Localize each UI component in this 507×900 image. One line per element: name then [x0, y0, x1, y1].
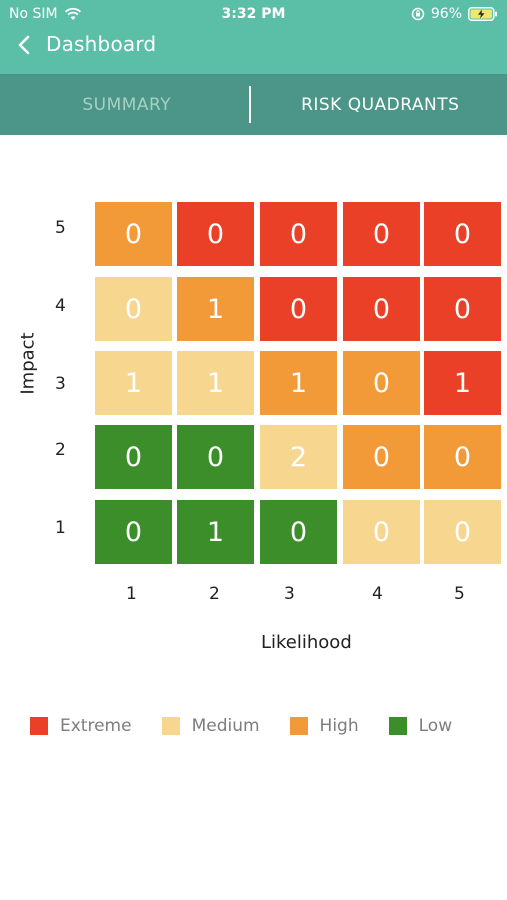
legend-swatch: [388, 717, 407, 735]
carrier-label: No SIM: [9, 6, 58, 22]
matrix-cell[interactable]: 1: [260, 351, 337, 415]
x-tick-label: 2: [209, 584, 220, 604]
status-time: 3:32 PM: [221, 6, 286, 22]
x-tick-label: 5: [454, 584, 465, 604]
x-axis-title: Likelihood: [261, 632, 352, 653]
legend-swatch: [161, 717, 180, 735]
matrix-cell[interactable]: 0: [343, 202, 420, 266]
x-tick-label: 1: [126, 584, 137, 604]
legend-label: High: [319, 716, 359, 736]
legend: Extreme Medium High Low: [30, 716, 490, 736]
tab-divider: [249, 86, 251, 123]
legend-label: Extreme: [60, 716, 132, 736]
matrix-cell[interactable]: 1: [177, 351, 254, 415]
legend-item-high: High: [289, 716, 359, 736]
matrix-cell[interactable]: 2: [260, 425, 337, 489]
matrix-cell[interactable]: 0: [177, 202, 254, 266]
legend-label: Medium: [191, 716, 260, 736]
status-bar: No SIM 3:32 PM 96%: [0, 0, 507, 28]
tab-bar: SUMMARY RISK QUADRANTS: [0, 74, 507, 135]
matrix-cell[interactable]: 0: [424, 500, 501, 564]
x-tick-label: 3: [284, 584, 295, 604]
matrix-cell[interactable]: 1: [95, 351, 172, 415]
matrix-cell[interactable]: 0: [343, 277, 420, 341]
matrix-cell[interactable]: 0: [424, 425, 501, 489]
matrix-cell[interactable]: 1: [177, 277, 254, 341]
matrix-cell[interactable]: 0: [260, 277, 337, 341]
y-tick-label: 4: [55, 296, 66, 316]
matrix-cell[interactable]: 0: [424, 277, 501, 341]
y-tick-label: 2: [55, 440, 66, 460]
matrix-cell[interactable]: 0: [95, 277, 172, 341]
matrix-cell[interactable]: 0: [260, 202, 337, 266]
matrix-cell[interactable]: 0: [343, 425, 420, 489]
matrix-cell[interactable]: 0: [95, 425, 172, 489]
matrix-cell[interactable]: 0: [95, 500, 172, 564]
matrix-cell[interactable]: 0: [343, 500, 420, 564]
battery-icon: [468, 7, 497, 21]
carrier-group: No SIM: [9, 6, 82, 22]
battery-percent: 96%: [430, 6, 462, 22]
wifi-icon: [64, 7, 81, 20]
nav-bar: Dashboard: [0, 28, 507, 74]
y-axis-title: Impact: [17, 332, 39, 395]
tab-summary[interactable]: SUMMARY: [82, 94, 172, 115]
matrix-cell[interactable]: 0: [95, 202, 172, 266]
matrix-cell[interactable]: 0: [177, 425, 254, 489]
legend-item-low: Low: [388, 716, 453, 736]
legend-swatch: [30, 717, 48, 735]
y-tick-label: 1: [55, 518, 66, 538]
app-header: No SIM 3:32 PM 96%: [0, 0, 507, 74]
matrix-cell[interactable]: 0: [343, 351, 420, 415]
matrix-cell[interactable]: 0: [424, 202, 501, 266]
matrix-cell[interactable]: 0: [260, 500, 337, 564]
y-tick-label: 3: [55, 374, 66, 394]
rotation-lock-icon: [411, 7, 425, 21]
chevron-left-icon[interactable]: [14, 33, 36, 57]
legend-swatch: [289, 717, 308, 735]
back-to-dashboard-link[interactable]: Dashboard: [46, 32, 157, 56]
matrix-cell[interactable]: 1: [177, 500, 254, 564]
legend-label: Low: [418, 716, 453, 736]
x-tick-label: 4: [372, 584, 383, 604]
legend-item-medium: Medium: [161, 716, 260, 736]
tab-risk-quadrants[interactable]: RISK QUADRANTS: [301, 94, 460, 115]
matrix-cell[interactable]: 1: [424, 351, 501, 415]
status-right-group: 96%: [411, 6, 498, 22]
legend-item-extreme: Extreme: [30, 716, 132, 736]
y-tick-label: 5: [55, 218, 66, 238]
